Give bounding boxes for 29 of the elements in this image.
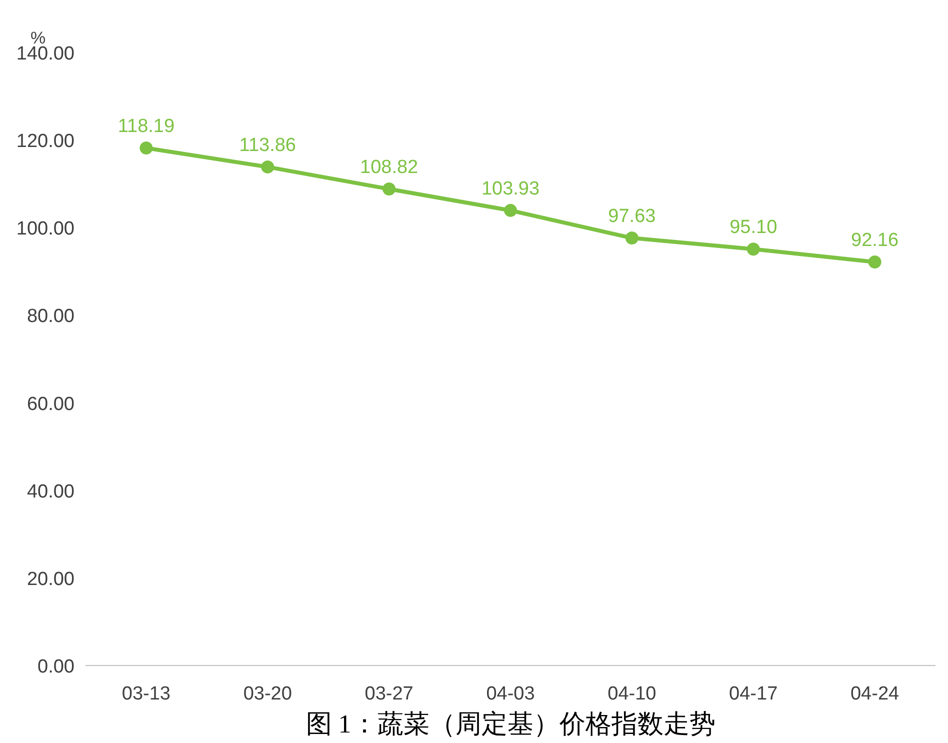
point bbox=[746, 242, 760, 256]
text: 92.16 bbox=[851, 230, 899, 251]
text: 95.10 bbox=[730, 217, 778, 238]
point bbox=[140, 142, 153, 154]
point bbox=[261, 160, 274, 174]
point bbox=[382, 182, 396, 196]
point bbox=[868, 255, 882, 268]
y-tick-label: 20.00 bbox=[26, 568, 74, 590]
x-tick-label: 03-20 bbox=[243, 684, 292, 704]
text: 113.86 bbox=[239, 134, 296, 156]
x-tick-label: 04-24 bbox=[850, 684, 900, 704]
text: 118.19 bbox=[118, 116, 175, 137]
text: 图 1：蔬菜（周定基）价格指数走势 bbox=[306, 710, 716, 738]
text: 97.63 bbox=[608, 206, 656, 228]
x-tick-label: 04-03 bbox=[486, 684, 535, 704]
y-tick-label: 60.00 bbox=[26, 394, 74, 415]
y-tick-label: 0.00 bbox=[38, 656, 75, 678]
x-tick-label: 04-17 bbox=[729, 684, 778, 704]
x-tick-label: 04-10 bbox=[608, 684, 656, 704]
point bbox=[625, 232, 638, 245]
point bbox=[504, 204, 517, 217]
x-tick-label: 03-27 bbox=[364, 684, 414, 704]
text: 103.93 bbox=[481, 178, 540, 200]
y-tick-label: 100.00 bbox=[16, 218, 75, 240]
x-tick-label: 03-13 bbox=[122, 684, 171, 704]
y-tick-label: 80.00 bbox=[26, 306, 74, 328]
y-tick-label: 120.00 bbox=[16, 131, 75, 152]
text: 108.82 bbox=[360, 157, 418, 178]
y-tick-label: 40.00 bbox=[26, 481, 74, 502]
